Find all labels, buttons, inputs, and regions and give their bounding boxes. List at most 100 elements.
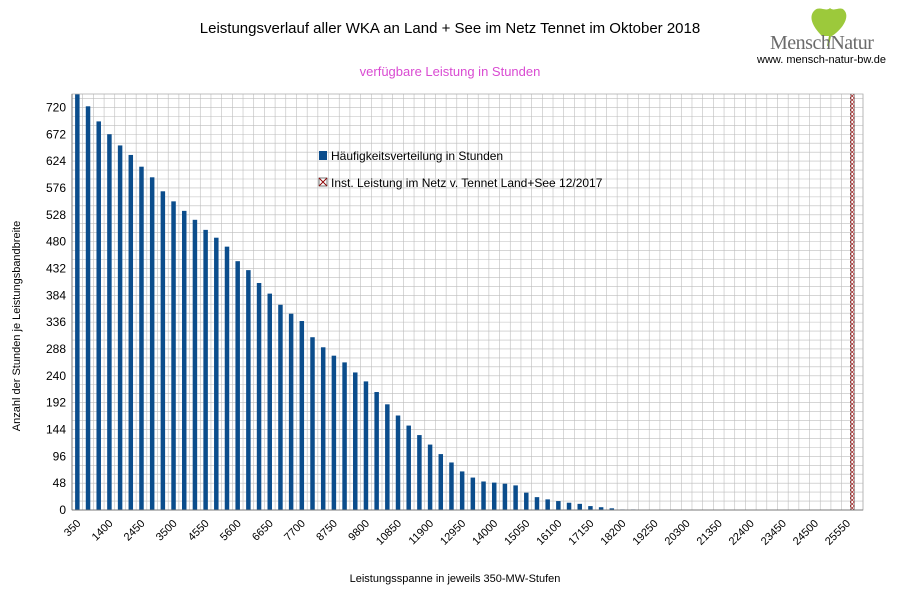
capacity-hatch [850,269,855,275]
bar [235,261,240,510]
capacity-hatch [850,321,855,327]
capacity-hatch [850,353,855,359]
bar [214,237,219,511]
bar [449,462,454,510]
y-tick-label: 0 [59,503,66,517]
capacity-hatch [850,249,855,255]
capacity-hatch [850,201,855,207]
bar [481,481,486,510]
capacity-hatch [850,285,855,291]
capacity-hatch [850,397,855,403]
capacity-hatch [850,173,855,179]
capacity-hatch [850,129,855,135]
capacity-hatch [850,101,855,107]
bar [598,507,604,510]
capacity-hatch [850,177,855,183]
capacity-hatch [850,237,855,243]
capacity-hatch [850,317,855,323]
x-tick-label: 20300 [663,518,693,548]
x-tick-label: 12950 [438,518,468,548]
bar [427,444,433,510]
capacity-hatch [850,257,855,263]
bar [491,482,497,510]
legend-label-capacity: Inst. Leistung im Netz v. Tennet Land+Se… [331,176,603,190]
capacity-hatch [850,189,855,195]
legend: Häufigkeitsverteilung in Stunden Inst. L… [318,149,603,190]
x-tick-label: 25550 [823,518,853,548]
y-tick-label: 144 [46,422,66,436]
x-tick-label: 4550 [186,518,212,544]
y-tick-labels: 0 48 96 144 192 240 288 336 384 432 480 528 576 624 67… [46,100,66,517]
capacity-hatch [850,489,855,495]
capacity-hatch [850,501,855,507]
capacity-hatch [850,453,855,459]
y-axis-label: Anzahl der Stunden je Leistungsbandbreit… [11,221,23,431]
capacity-hatch [850,261,855,267]
capacity-hatch [850,217,855,223]
x-tick-label: 10850 [374,518,404,548]
bar [203,229,208,510]
bar [181,210,187,510]
website-url: www. mensch-natur-bw.de [757,54,886,66]
capacity-hatch [850,497,855,503]
x-tick-label: 14000 [470,518,500,548]
capacity-hatch [850,265,855,271]
y-tick-label: 288 [46,342,66,356]
bar [342,362,347,510]
legend-label-histogram: Häufigkeitsverteilung in Stunden [331,149,503,163]
capacity-hatch [850,409,855,415]
bar [85,106,91,510]
capacity-hatch [850,197,855,203]
x-tick-label: 9800 [346,518,372,544]
capacity-hatch [850,345,855,351]
bar [363,381,369,510]
bar [406,425,411,510]
x-tick-label: 16100 [534,518,564,548]
y-tick-label: 720 [46,100,66,114]
x-tick-label: 5600 [218,518,244,544]
capacity-hatch [850,389,855,395]
x-tick-label: 24500 [791,518,821,548]
capacity-hatch [850,221,855,227]
capacity-hatch [850,301,855,307]
bar [288,313,294,510]
y-tick-label: 672 [46,127,66,141]
capacity-hatch [850,309,855,315]
bar [331,355,337,510]
bar [256,282,262,510]
y-tick-label: 336 [46,315,66,329]
y-tick-label: 576 [46,181,66,195]
bar [149,177,155,510]
capacity-hatch [850,329,855,335]
capacity-hatch [850,121,855,127]
x-tick-label: 18200 [598,518,628,548]
bar [577,503,582,510]
capacity-hatch [850,417,855,423]
capacity-hatch [850,305,855,311]
y-tick-label: 192 [46,396,66,410]
capacity-hatch [850,381,855,387]
x-tick-label: 7700 [282,518,308,544]
capacity-hatch [850,401,855,407]
axes [71,93,864,511]
capacity-hatch [850,437,855,443]
bar [246,270,251,510]
x-tick-label: 17150 [566,518,596,548]
capacity-hatch [850,213,855,219]
capacity-hatch [850,125,855,131]
capacity-hatch [850,205,855,211]
y-tick-label: 480 [46,235,66,249]
bar [117,145,123,510]
capacity-hatch [850,505,855,511]
bar [139,166,144,510]
x-tick-label: 21350 [695,518,725,548]
bar [545,499,550,510]
capacity-hatch [850,377,855,383]
capacity-hatch [850,433,855,439]
bar [192,219,198,510]
capacity-hatch [850,161,855,167]
capacity-hatch [850,169,855,175]
y-tick-label: 432 [46,261,66,275]
capacity-hatch [850,465,855,471]
